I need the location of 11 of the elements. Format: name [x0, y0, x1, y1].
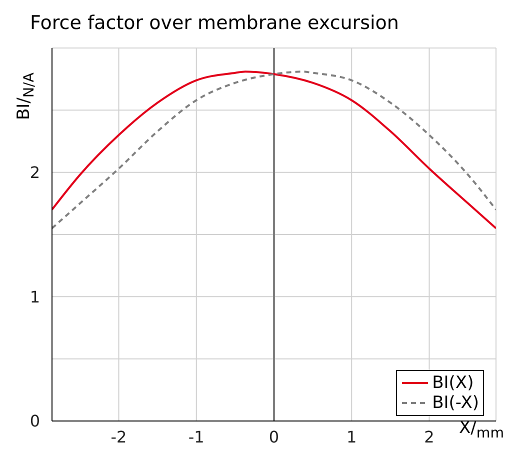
x-tick-label: 1 — [346, 427, 357, 446]
chart-title: Force factor over membrane excursion — [30, 12, 399, 34]
x-tick-label: -1 — [188, 427, 204, 446]
legend-label: BI(-X) — [432, 393, 479, 413]
legend-label: BI(X) — [432, 373, 474, 393]
x-tick-label: -2 — [110, 427, 127, 446]
y-tick-label: 2 — [30, 163, 40, 182]
x-tick-label: 0 — [268, 427, 280, 446]
x-tick-label: 2 — [424, 427, 434, 446]
y-tick-label: 0 — [30, 412, 40, 431]
y-tick-label: 1 — [30, 287, 40, 306]
